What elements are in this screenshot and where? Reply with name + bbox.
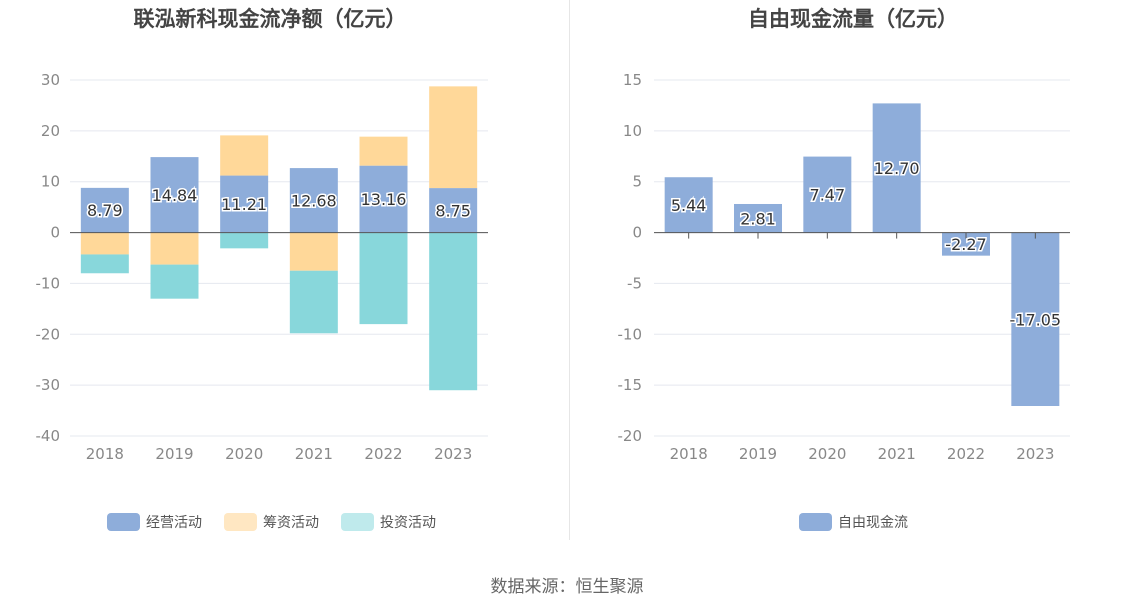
chart-panel-2: 自由现金流量（亿元） 15 10 5 0 -5 -10 -15 -20 5.44 2.81 7.47 1… xyxy=(618,7,1070,531)
y-tick-label: 30 xyxy=(41,71,60,89)
x-tick-label: 2022 xyxy=(947,445,985,463)
x-tick-label: 2018 xyxy=(86,445,124,463)
bar-自由现金流-2021 xyxy=(872,103,921,233)
bar-筹资活动-2021 xyxy=(289,232,338,271)
bar-经营活动-2022 xyxy=(359,165,408,233)
bar-筹资活动-2023 xyxy=(429,86,478,189)
chart-panel-1: 联泓新科现金流净额（亿元） 30 20 10 0 -10 -20 -30 -40 8.79 14.8… xyxy=(36,7,488,531)
bar-投资活动-2023 xyxy=(429,232,478,391)
legend-label: 自由现金流 xyxy=(838,515,908,531)
bar-经营活动-2018 xyxy=(80,187,129,233)
data-label: 14.84 xyxy=(152,186,198,205)
legend-swatch xyxy=(799,513,832,531)
y-tick-label: -10 xyxy=(618,325,643,343)
bar-投资活动-2019 xyxy=(150,264,199,299)
bar-经营活动-2021 xyxy=(289,168,338,233)
x-tick-label: 2020 xyxy=(808,445,846,463)
bar-自由现金流-2019 xyxy=(734,203,782,233)
bar-投资活动-2020 xyxy=(220,232,269,249)
x-tick-label: 2023 xyxy=(434,445,472,463)
bar-经营活动-2023 xyxy=(429,188,478,233)
x-tick-label: 2019 xyxy=(155,445,193,463)
bar-经营活动-2019 xyxy=(150,157,199,233)
legend-label: 筹资活动 xyxy=(263,514,319,531)
data-label: 12.70 xyxy=(874,159,920,178)
y-tick-label: -5 xyxy=(627,274,642,292)
bar-自由现金流-2018 xyxy=(664,177,713,233)
data-source-note: 数据来源：恒生聚源 xyxy=(490,577,644,597)
x-tick-label: 2022 xyxy=(364,445,402,463)
data-label: 7.47 xyxy=(810,186,846,205)
bar-自由现金流-2020 xyxy=(803,156,852,233)
y-tick-label: 20 xyxy=(41,122,60,140)
data-label: 8.79 xyxy=(87,201,123,220)
bar-筹资活动-2022 xyxy=(359,136,408,166)
data-label: 8.75 xyxy=(435,201,471,220)
y-tick-label: -40 xyxy=(36,427,61,445)
x-tick-label: 2021 xyxy=(878,445,916,463)
legend-swatch xyxy=(341,513,374,531)
y-tick-label: 5 xyxy=(632,173,642,191)
y-tick-label: 15 xyxy=(623,71,642,89)
y-tick-label: -20 xyxy=(618,427,643,445)
bar-筹资活动-2020 xyxy=(220,135,269,176)
data-label: 13.16 xyxy=(361,190,407,209)
bar-筹资活动-2018 xyxy=(80,232,129,255)
data-label: 2.81 xyxy=(740,209,776,228)
data-label: 5.44 xyxy=(671,196,707,215)
legend-swatch xyxy=(224,513,257,531)
panel-divider xyxy=(569,0,570,540)
bar-投资活动-2018 xyxy=(80,254,129,274)
bar-自由现金流-2022 xyxy=(942,232,990,256)
x-tick-label: 2019 xyxy=(739,445,777,463)
chart-title: 联泓新科现金流净额（亿元） xyxy=(134,7,407,31)
legend-swatch xyxy=(107,513,140,531)
y-tick-label: 10 xyxy=(623,122,642,140)
y-tick-label: 0 xyxy=(50,224,60,242)
bar-自由现金流-2023 xyxy=(1011,232,1060,406)
legend-label: 经营活动 xyxy=(146,515,202,531)
y-tick-label: 10 xyxy=(41,173,60,191)
x-tick-label: 2018 xyxy=(670,445,708,463)
y-tick-label: -20 xyxy=(36,325,61,343)
legend-label: 投资活动 xyxy=(380,515,436,531)
data-label: -17.05 xyxy=(1010,310,1062,329)
bar-经营活动-2020 xyxy=(220,175,269,233)
bar-投资活动-2021 xyxy=(289,270,338,334)
y-tick-label: -15 xyxy=(618,376,643,394)
bar-筹资活动-2019 xyxy=(150,232,199,265)
y-tick-label: -10 xyxy=(36,274,61,292)
data-label: 12.68 xyxy=(291,191,337,210)
chart-title: 自由现金流量（亿元） xyxy=(748,7,958,31)
x-tick-label: 2023 xyxy=(1016,445,1054,463)
x-tick-label: 2021 xyxy=(295,445,333,463)
y-tick-label: -30 xyxy=(36,376,61,394)
bar-投资活动-2022 xyxy=(359,232,408,325)
y-tick-label: 0 xyxy=(632,224,642,242)
data-label: 11.21 xyxy=(221,195,267,214)
data-label: -2.27 xyxy=(945,235,986,254)
x-tick-label: 2020 xyxy=(225,445,263,463)
